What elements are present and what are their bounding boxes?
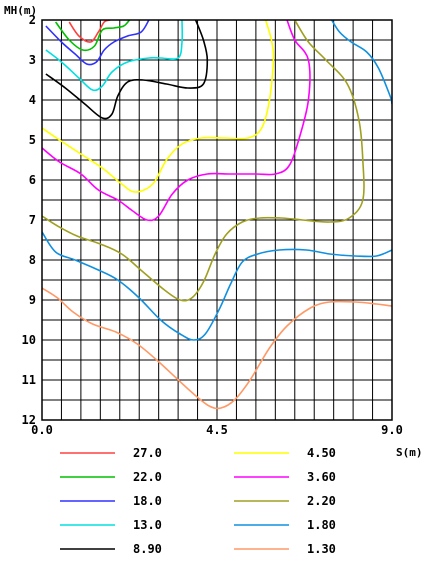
- y-axis-label: MH(m): [4, 4, 37, 17]
- y-tick-label: 8: [29, 253, 36, 267]
- contour-line-4.50: [42, 20, 275, 193]
- legend-label: 2.20: [307, 494, 336, 508]
- contour-lines: [42, 20, 392, 410]
- y-tick-label: 12: [22, 413, 36, 427]
- x-axis-label: S(m): [396, 446, 423, 459]
- y-tick-label: 11: [22, 373, 36, 387]
- legend-label: 13.0: [133, 518, 162, 532]
- legend-label: 8.90: [133, 542, 162, 556]
- y-tick-label: 5: [29, 133, 36, 147]
- legend-label: 22.0: [133, 470, 162, 484]
- x-tick-label: 4.5: [206, 423, 228, 437]
- contour-line-1.80: [42, 231, 392, 341]
- plot-border: [41, 19, 393, 421]
- contour-line-3.60: [42, 20, 311, 222]
- legend-label: 4.50: [307, 446, 336, 460]
- x-tick-label: 0.0: [31, 423, 53, 437]
- contour-line-27.0: [68, 20, 111, 43]
- legend-label: 1.80: [307, 518, 336, 532]
- y-tick-label: 3: [29, 53, 36, 67]
- contour-line-1.80: [331, 20, 392, 105]
- y-tick-label: 7: [29, 213, 36, 227]
- x-tick-label: 9.0: [381, 423, 403, 437]
- contour-line-2.20: [42, 20, 365, 302]
- y-tick-label: 4: [29, 93, 36, 107]
- legend-label: 1.30: [307, 542, 336, 556]
- contour-line-13.0: [45, 20, 184, 92]
- legend-label: 3.60: [307, 470, 336, 484]
- contour-line-8.90: [45, 20, 209, 120]
- x-tick-labels: 0.0 4.5 9.0: [31, 423, 403, 437]
- legend-label: 18.0: [133, 494, 162, 508]
- legend-label: 27.0: [133, 446, 162, 460]
- legend: 27.0 22.0 18.0 13.0 8.90 4.50 3.60 2.20 1.80 1.30: [60, 446, 336, 556]
- y-tick-label: 10: [22, 333, 36, 347]
- y-tick-label: 6: [29, 173, 36, 187]
- contour-line-22.0: [54, 20, 131, 52]
- grid: [41, 19, 393, 421]
- y-tick-labels: 2 3 4 5 6 7 8 9 10 11 12: [22, 13, 36, 427]
- contour-line-18.0: [45, 20, 150, 66]
- contour-line-1.30: [42, 287, 392, 410]
- y-tick-label: 9: [29, 293, 36, 307]
- y-tick-label: 2: [29, 13, 36, 27]
